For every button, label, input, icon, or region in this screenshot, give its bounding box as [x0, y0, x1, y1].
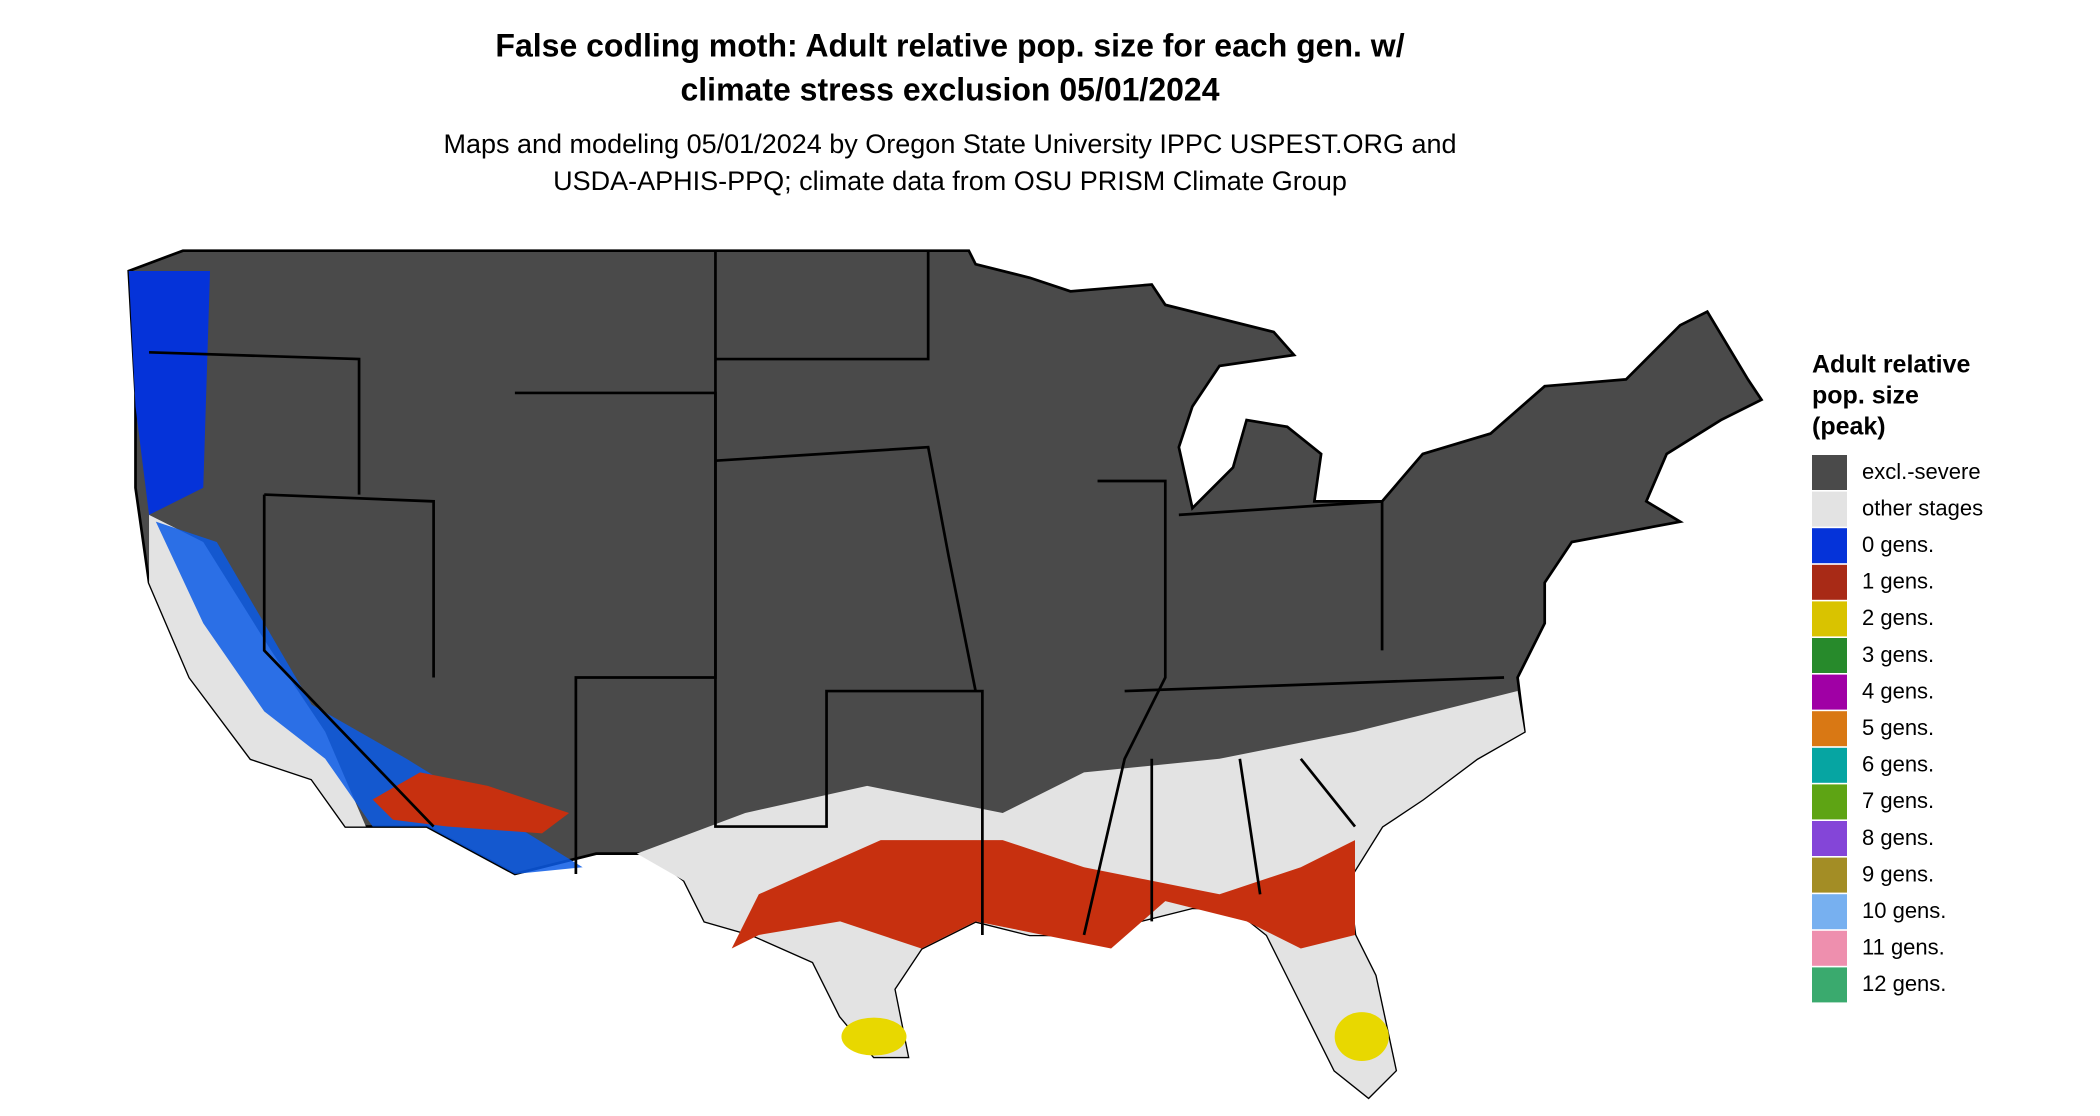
legend-swatch [1812, 967, 1847, 1003]
legend: Adult relative pop. size (peak) excl.-se… [1812, 351, 1983, 1003]
legend-label: 11 gens. [1862, 935, 1945, 960]
two-gens-region [1334, 1012, 1389, 1061]
subtitle-line: Maps and modeling 05/01/2024 by Oregon S… [443, 129, 1456, 159]
one-gen-region [731, 840, 1355, 949]
us-map [127, 249, 1764, 1100]
legend-label: 10 gens. [1862, 898, 1946, 923]
legend-swatch [1812, 711, 1847, 747]
legend-label: 6 gens. [1862, 752, 1934, 777]
legend-label: 7 gens. [1862, 788, 1934, 813]
legend-label: 8 gens. [1862, 825, 1934, 850]
legend-swatch [1812, 674, 1847, 710]
legend-label: 9 gens. [1862, 861, 1934, 886]
legend-label: 4 gens. [1862, 678, 1934, 703]
state-borders [149, 250, 1505, 936]
legend-title: (peak) [1812, 413, 1886, 441]
state-border [1238, 758, 1262, 895]
zero-gens-region [155, 521, 583, 874]
state-border [714, 250, 984, 935]
legend-label: 5 gens. [1862, 715, 1934, 740]
legend-swatch [1812, 857, 1847, 893]
state-border [149, 350, 361, 495]
legend-swatch [1812, 784, 1847, 820]
legend-label: excl.-severe [1862, 459, 1981, 484]
legend-swatch [1812, 491, 1847, 527]
state-border [1124, 676, 1505, 693]
legend-swatch [1812, 528, 1847, 564]
legend-swatch [1812, 747, 1847, 783]
legend-label: 12 gens. [1862, 971, 1946, 996]
legend-label: 0 gens. [1862, 532, 1934, 557]
legend-label: 2 gens. [1862, 605, 1934, 630]
legend-swatch [1812, 821, 1847, 856]
legend-title: pop. size [1812, 382, 1919, 410]
zero-gens-region [128, 271, 211, 515]
title-line: climate stress exclusion 05/01/2024 [680, 71, 1219, 107]
legend-swatch [1812, 930, 1847, 966]
legend-swatch [1812, 601, 1847, 637]
state-border [264, 493, 435, 678]
legend-label: other stages [1862, 495, 1983, 520]
legend-label: 1 gens. [1862, 569, 1934, 594]
state-border [1082, 479, 1167, 936]
state-border [715, 250, 930, 361]
one-gen-region [372, 772, 570, 834]
legend-title: Adult relative [1812, 351, 1970, 379]
subtitle-line: USDA-APHIS-PPQ; climate data from OSU PR… [553, 166, 1347, 196]
legend-label: 3 gens. [1862, 642, 1934, 667]
legend-swatch [1812, 564, 1847, 600]
state-border [262, 494, 435, 828]
two-gens-region [841, 1017, 907, 1056]
legend-swatch [1812, 455, 1847, 490]
legend-swatch [1812, 638, 1847, 673]
state-border [1299, 757, 1357, 828]
title-line: False codling moth: Adult relative pop. … [495, 27, 1404, 63]
state-border [715, 445, 977, 692]
state-border [1178, 499, 1384, 651]
legend-swatch [1812, 894, 1847, 930]
